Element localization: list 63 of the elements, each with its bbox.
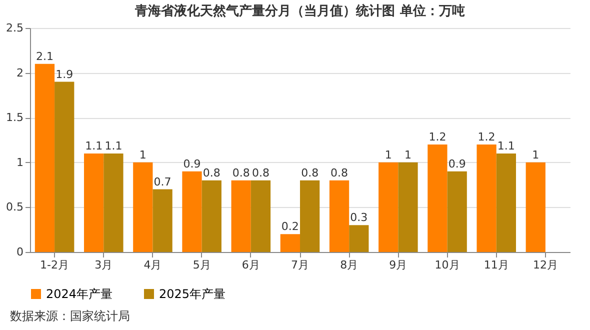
x-tick-label: 3月 [94,258,113,272]
x-tick-label: 4月 [144,258,162,272]
bar [300,180,320,252]
y-tick-label: 1.5 [6,111,24,124]
data-label: 1.1 [497,139,515,152]
bar [34,64,55,252]
legend-label: 2024年产量 [46,287,113,301]
bar [280,234,300,252]
x-tick-label: 6月 [242,258,260,272]
bar [104,153,124,252]
data-label: 0.7 [154,175,172,188]
data-label: 1 [384,148,392,162]
y-tick-label: 1 [16,156,24,169]
bar [378,162,398,252]
y-tick-label: 0.5 [6,200,24,214]
bar [54,82,74,252]
data-label: 1 [532,148,540,162]
bar [231,180,251,252]
data-label: 0.8 [330,166,348,180]
data-label: 0.8 [301,166,319,180]
x-tick-label: 5月 [192,258,211,272]
bar [202,180,222,252]
bar [133,162,153,252]
data-label: 0.8 [202,166,220,180]
bar [84,153,104,252]
bar [152,189,172,252]
bar [496,153,516,252]
data-label: 0.8 [252,166,270,180]
data-label: 0.2 [281,220,299,234]
x-tick-label: 1-2月 [40,258,70,272]
data-label: 0.8 [232,166,250,180]
data-label: 0.9 [448,157,466,170]
bar [526,162,546,252]
data-label: 1 [139,148,146,162]
bar [428,144,448,252]
data-label: 1 [404,148,412,162]
data-label: 1.9 [56,68,74,81]
y-tick-label: 2 [16,66,24,80]
data-label: 1.1 [85,139,103,152]
bar [398,162,418,252]
bar [349,225,369,252]
bar [250,180,271,252]
x-tick-label: 7月 [291,258,309,272]
data-label: 0.3 [350,211,368,224]
x-tick-label: 12月 [532,258,558,272]
data-label: 2.1 [36,50,54,63]
bar [182,171,202,252]
chart-title: 青海省液化天然气产量分月（当月值）统计图 单位：万吨 [134,3,465,19]
source-note: 数据来源：国家统计局 [10,308,130,325]
data-label: 1.1 [104,139,122,152]
legend-label: 2025年产量 [159,287,226,301]
y-tick-label: 0 [16,246,24,258]
bar [476,144,496,252]
data-label: 0.9 [183,157,201,170]
x-tick-label: 9月 [389,258,408,272]
data-label: 1.2 [428,130,446,144]
bar [447,171,467,252]
data-label: 1.2 [478,130,496,144]
x-tick-label: 8月 [340,258,358,272]
bar [329,180,350,252]
x-tick-label: 11月 [484,258,509,272]
x-tick-label: 10月 [434,258,460,272]
y-tick-label: 2.5 [6,22,24,34]
